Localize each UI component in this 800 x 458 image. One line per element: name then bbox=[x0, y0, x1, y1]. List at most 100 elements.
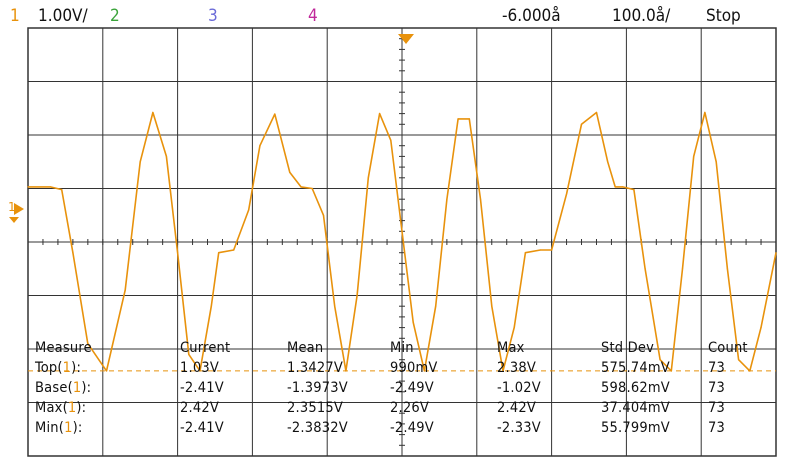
trace-point bbox=[139, 161, 141, 163]
trace-point bbox=[607, 161, 609, 163]
min-header: Min bbox=[390, 340, 414, 356]
trace-point bbox=[356, 294, 358, 297]
trace-point bbox=[401, 230, 403, 232]
trace-point bbox=[165, 155, 167, 157]
trace-point bbox=[715, 161, 717, 163]
ch3-label[interactable]: 3 bbox=[208, 6, 218, 26]
trace-point bbox=[248, 209, 250, 211]
time-offset[interactable]: -6.000å bbox=[502, 6, 561, 26]
trace-point bbox=[659, 359, 661, 361]
trace-point bbox=[749, 370, 751, 372]
trace-point bbox=[300, 186, 302, 188]
row-min-std-dev: 55.799mV bbox=[601, 420, 670, 436]
graticule bbox=[27, 27, 777, 457]
markers: 1 bbox=[8, 34, 414, 223]
trace-point bbox=[551, 249, 553, 251]
trace-point bbox=[274, 113, 276, 115]
trace-point bbox=[775, 252, 777, 254]
current-header: Current bbox=[180, 340, 231, 356]
row-max-mean: 2.3515V bbox=[287, 400, 343, 416]
trace-point bbox=[726, 268, 729, 270]
trace-point bbox=[49, 186, 52, 188]
row-top-max: 2.38V bbox=[497, 360, 536, 376]
row-base-current: -2.41V bbox=[180, 380, 224, 396]
trace-point bbox=[379, 113, 381, 115]
row-top-min: 990mV bbox=[390, 360, 438, 376]
row-min-max: -2.33V bbox=[497, 420, 541, 436]
trace-point bbox=[199, 370, 201, 372]
measure-header: Measure bbox=[35, 340, 92, 356]
max-header: Max bbox=[497, 340, 525, 356]
row-max-min: 2.26V bbox=[390, 400, 429, 416]
trace-point bbox=[72, 252, 74, 254]
row-max-label: Max(1): bbox=[35, 400, 87, 416]
trace-point bbox=[218, 252, 220, 254]
trace-point bbox=[61, 189, 63, 191]
trace-point bbox=[580, 123, 583, 125]
trace-layer bbox=[27, 111, 777, 372]
row-max-std-dev: 37.404mV bbox=[601, 400, 670, 416]
row-base-mean: -1.3973V bbox=[287, 380, 348, 396]
row-max-max: 2.42V bbox=[497, 400, 536, 416]
row-base-std-dev: 598.62mV bbox=[601, 380, 670, 396]
trace-point bbox=[704, 111, 706, 114]
run-state[interactable]: Stop bbox=[706, 6, 741, 26]
trace-point bbox=[502, 370, 504, 372]
trace-point bbox=[446, 198, 448, 200]
ch1-scale[interactable]: 1.00V/ bbox=[38, 6, 88, 26]
trace-point bbox=[423, 370, 425, 372]
ground-reference-arrow-icon[interactable]: 1 bbox=[8, 200, 24, 223]
trace-point bbox=[152, 111, 154, 114]
status-bar: 1 1.00V/ 2 3 4 -6.000å 100.0å/ Stop bbox=[0, 0, 800, 34]
row-min-min: -2.49V bbox=[390, 420, 434, 436]
trace-point bbox=[311, 187, 313, 190]
channel-1-trace bbox=[28, 111, 777, 372]
trace-point bbox=[367, 177, 369, 179]
row-base-min: -2.49V bbox=[390, 380, 434, 396]
trace-point bbox=[322, 214, 325, 216]
std-dev-header: Std Dev bbox=[601, 340, 655, 356]
trace-point bbox=[670, 370, 672, 372]
trace-point bbox=[681, 268, 684, 270]
trace-point bbox=[412, 321, 414, 323]
row-base-max: -1.02V bbox=[497, 380, 541, 396]
trace-point bbox=[289, 171, 291, 173]
row-base-count: 73 bbox=[708, 380, 725, 396]
row-max-current: 2.42V bbox=[180, 400, 219, 416]
row-top-label: Top(1): bbox=[35, 360, 82, 376]
trace-point bbox=[614, 186, 616, 188]
trace-point bbox=[390, 139, 392, 141]
trace-point bbox=[334, 305, 336, 307]
trigger-position-icon[interactable] bbox=[398, 34, 414, 44]
trace-point bbox=[210, 305, 212, 307]
trace-point bbox=[105, 370, 108, 372]
row-min-current: -2.41V bbox=[180, 420, 224, 436]
trace-point bbox=[524, 252, 527, 254]
trace-point bbox=[491, 305, 493, 307]
trace-point bbox=[259, 145, 261, 147]
trace-point bbox=[595, 111, 598, 114]
trace-point bbox=[435, 305, 437, 307]
trace-point bbox=[633, 189, 635, 191]
trace-point bbox=[87, 343, 89, 345]
row-min-mean: -2.3832V bbox=[287, 420, 348, 436]
row-max-count: 73 bbox=[708, 400, 725, 416]
trace-point bbox=[566, 193, 568, 195]
time-scale[interactable]: 100.0å/ bbox=[612, 6, 671, 26]
row-top-count: 73 bbox=[708, 360, 725, 376]
row-min-count: 73 bbox=[708, 420, 725, 436]
row-min-label: Min(1): bbox=[35, 420, 83, 436]
trace-point bbox=[345, 370, 347, 372]
trace-point bbox=[539, 249, 542, 251]
trace-point bbox=[468, 118, 470, 120]
row-top-current: 1.03V bbox=[180, 360, 219, 376]
trace-point bbox=[457, 118, 459, 120]
mean-header: Mean bbox=[287, 340, 324, 356]
row-top-mean: 1.3427V bbox=[287, 360, 343, 376]
ch2-label[interactable]: 2 bbox=[110, 6, 120, 26]
ch1-label[interactable]: 1 bbox=[10, 6, 20, 26]
trace-point bbox=[479, 198, 482, 200]
ch4-label[interactable]: 4 bbox=[308, 6, 318, 26]
count-header: Count bbox=[708, 340, 748, 356]
